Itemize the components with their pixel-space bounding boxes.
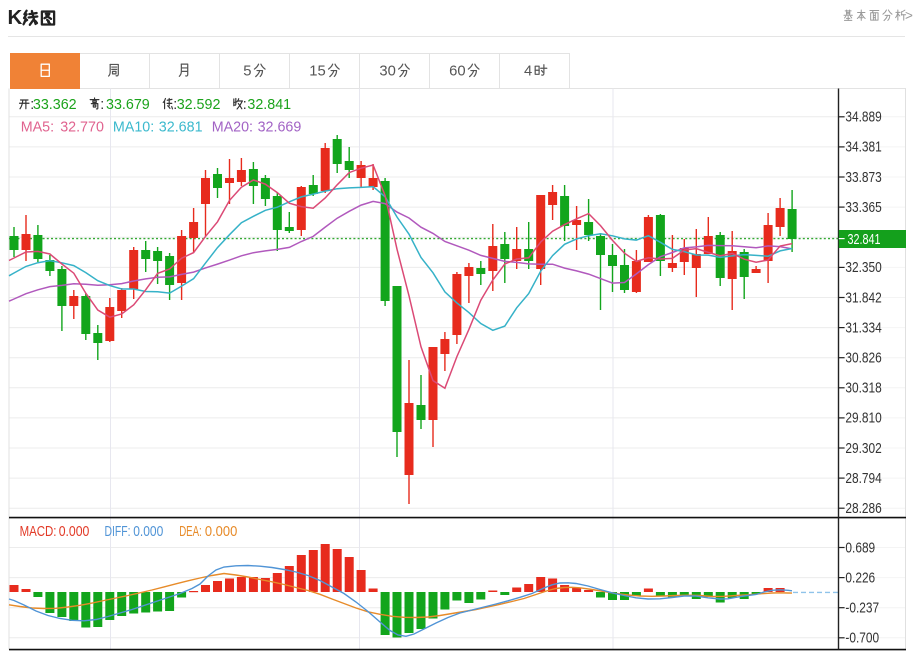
svg-text:0.689: 0.689: [845, 540, 875, 556]
svg-text:DIFF:: DIFF:: [105, 524, 131, 540]
svg-text:29.302: 29.302: [845, 441, 881, 457]
svg-text:32.592: 32.592: [177, 97, 221, 113]
svg-text:60: 60: [449, 64, 465, 80]
svg-text:>: >: [905, 8, 913, 23]
svg-text:MA5:: MA5:: [21, 120, 54, 136]
svg-text:29.810: 29.810: [845, 411, 881, 427]
svg-text::: :: [30, 97, 34, 113]
svg-text:-0.237: -0.237: [845, 601, 879, 617]
svg-text:MACD:: MACD:: [20, 524, 57, 540]
svg-text:33.679: 33.679: [106, 97, 150, 113]
svg-text:15: 15: [309, 64, 325, 80]
svg-text::: :: [173, 97, 177, 113]
svg-text:33.365: 33.365: [845, 200, 881, 216]
svg-text:32.770: 32.770: [60, 120, 104, 136]
svg-text:34.381: 34.381: [845, 140, 881, 156]
svg-text:34.889: 34.889: [845, 110, 881, 126]
svg-text:31.842: 31.842: [845, 290, 881, 306]
svg-text:32.681: 32.681: [159, 120, 203, 136]
svg-text:32.841: 32.841: [848, 232, 881, 248]
svg-text:K: K: [8, 6, 23, 29]
svg-text:30.318: 30.318: [845, 381, 881, 397]
svg-text:32.841: 32.841: [247, 97, 291, 113]
svg-text:DEA:: DEA:: [179, 524, 202, 540]
svg-text:28.286: 28.286: [845, 501, 881, 517]
svg-text:30: 30: [379, 64, 395, 80]
svg-text:MA20:: MA20:: [212, 120, 253, 136]
svg-text:MA10:: MA10:: [113, 120, 154, 136]
svg-text:0.000: 0.000: [205, 524, 237, 540]
svg-text:33.873: 33.873: [845, 170, 881, 186]
svg-text:32.669: 32.669: [258, 120, 302, 136]
svg-text:4: 4: [524, 64, 532, 80]
svg-text:32.350: 32.350: [845, 260, 881, 276]
svg-text::: :: [243, 97, 247, 113]
svg-text:31.334: 31.334: [845, 320, 881, 336]
svg-text:5: 5: [243, 64, 251, 80]
svg-text:30.826: 30.826: [845, 351, 881, 367]
svg-text:0.000: 0.000: [59, 524, 90, 540]
svg-text:28.794: 28.794: [845, 471, 881, 487]
svg-text:0.000: 0.000: [133, 524, 163, 540]
svg-text:-0.700: -0.700: [845, 631, 879, 647]
svg-text:33.362: 33.362: [33, 97, 77, 113]
svg-text::: :: [100, 97, 104, 113]
svg-text:0.226: 0.226: [845, 570, 875, 586]
